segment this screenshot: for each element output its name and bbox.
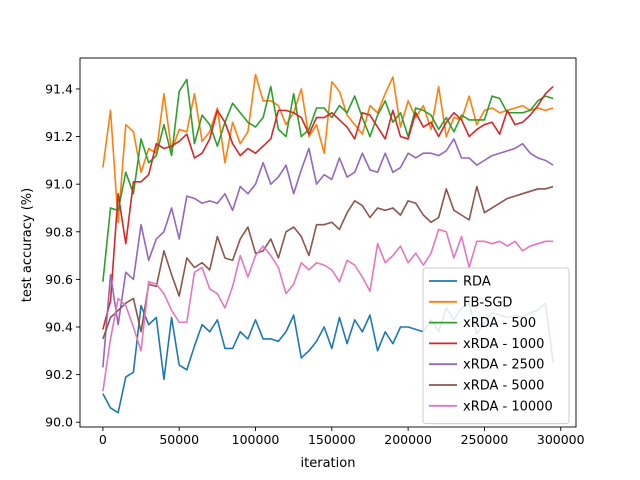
x-tick-label: 300000 bbox=[537, 432, 585, 447]
y-tick-label: 91.4 bbox=[45, 81, 73, 96]
legend-entry: xRDA - 2500 bbox=[463, 358, 544, 373]
x-axis-label: iteration bbox=[301, 456, 356, 471]
plot-area bbox=[102, 73, 554, 414]
series-line-5 bbox=[102, 185, 554, 340]
series-line-4 bbox=[102, 138, 554, 368]
legend-entry: xRDA - 500 bbox=[463, 316, 536, 331]
x-tick-label: 150000 bbox=[308, 432, 356, 447]
series-line-2 bbox=[102, 78, 554, 282]
y-tick-label: 90.4 bbox=[45, 320, 73, 335]
y-tick-label: 90.8 bbox=[45, 224, 73, 239]
y-tick-label: 90.6 bbox=[45, 272, 73, 287]
y-tick-label: 91.0 bbox=[45, 177, 73, 192]
y-axis-label: test accuracy (%) bbox=[20, 188, 35, 302]
x-tick-label: 200000 bbox=[384, 432, 432, 447]
series-line-6 bbox=[102, 228, 554, 392]
x-tick-label: 100000 bbox=[232, 432, 280, 447]
series-line-3 bbox=[102, 85, 554, 330]
x-tick-label: 0 bbox=[99, 432, 107, 447]
legend-entry: xRDA - 10000 bbox=[463, 399, 553, 414]
y-tick-label: 91.2 bbox=[45, 129, 73, 144]
axes-frame bbox=[79, 57, 577, 428]
x-tick-label: 50000 bbox=[159, 432, 199, 447]
legend-entry: xRDA - 1000 bbox=[463, 337, 544, 352]
y-tick-label: 90.0 bbox=[45, 415, 73, 430]
legend-entry: FB-SGD bbox=[463, 295, 512, 310]
axes: 0 50000 100000 150000 200000 250000 300000 90.0… bbox=[45, 57, 585, 447]
legend: RDA FB-SGD xRDA - 500 xRDA - 1000 xRDA - 250… bbox=[422, 267, 570, 425]
x-tick-label: 250000 bbox=[461, 432, 509, 447]
y-tick-label: 90.2 bbox=[45, 367, 73, 382]
series-line-1 bbox=[102, 73, 554, 224]
legend-entry: RDA bbox=[463, 275, 491, 290]
legend-entry: xRDA - 5000 bbox=[463, 379, 544, 394]
legend-box bbox=[422, 267, 570, 425]
